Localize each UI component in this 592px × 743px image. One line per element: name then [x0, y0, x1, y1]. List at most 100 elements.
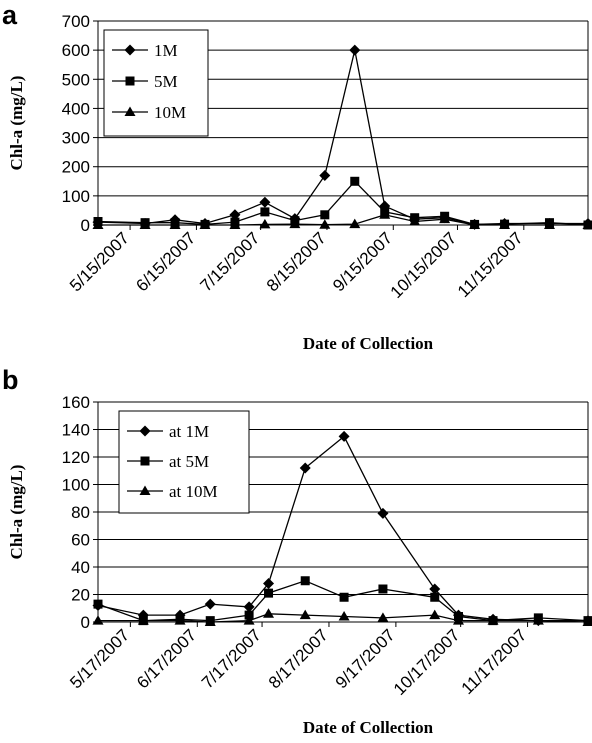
legend-marker	[125, 76, 135, 86]
x-tick-label: 5/15/2007	[66, 228, 133, 295]
data-point	[174, 615, 186, 625]
legend-marker	[124, 106, 136, 116]
legend-marker	[140, 456, 150, 466]
y-tick-label: 200	[62, 158, 90, 177]
data-point	[543, 219, 555, 229]
y-tick-label: 160	[62, 393, 90, 412]
data-point	[243, 601, 255, 613]
data-point	[339, 592, 349, 602]
data-point	[499, 219, 511, 229]
legend-label: 5M	[154, 72, 178, 91]
x-tick-label: 11/17/2007	[458, 625, 531, 698]
x-axis-title: Date of Collection	[303, 718, 434, 737]
legend	[103, 29, 209, 137]
data-point	[263, 578, 275, 589]
data-point	[229, 209, 241, 221]
y-tick-label: 500	[62, 70, 90, 89]
data-point	[319, 169, 331, 181]
data-point	[300, 576, 310, 586]
data-point	[299, 462, 311, 474]
y-tick-label: 60	[71, 531, 90, 550]
data-point	[338, 611, 350, 621]
series-line	[98, 613, 589, 623]
legend-label: at 10M	[169, 482, 218, 501]
data-point	[299, 609, 311, 620]
data-point	[320, 210, 330, 220]
data-point	[137, 615, 149, 625]
x-tick-label: 8/17/2007	[265, 625, 332, 692]
data-point	[532, 615, 544, 625]
data-point	[263, 608, 275, 618]
x-tick-label: 9/17/2007	[332, 625, 399, 692]
y-tick-label: 400	[62, 99, 90, 118]
y-tick-label: 20	[71, 586, 90, 605]
data-point	[430, 592, 440, 602]
y-tick-label: 40	[71, 558, 90, 577]
data-point	[429, 583, 441, 595]
data-point	[439, 213, 451, 224]
data-point	[243, 615, 255, 625]
y-tick-label: 600	[62, 41, 90, 60]
data-point	[349, 218, 361, 229]
y-tick-label: 80	[71, 503, 90, 522]
data-point	[264, 588, 274, 598]
series-line	[97, 580, 589, 622]
data-point	[199, 219, 211, 229]
data-point	[259, 196, 271, 208]
legend-marker	[139, 425, 151, 437]
data-point	[319, 219, 331, 229]
y-axis-title: Chl-a (mg/L)	[7, 465, 26, 560]
panel-letter-a: a	[2, 0, 18, 30]
data-point	[139, 219, 151, 229]
data-point	[350, 176, 360, 186]
x-tick-label: 7/15/2007	[197, 228, 264, 295]
x-tick-label: 6/15/2007	[132, 228, 199, 295]
legend-label: 1M	[154, 41, 178, 60]
legend-marker	[124, 44, 136, 56]
x-tick-label: 6/17/2007	[133, 625, 200, 692]
data-point	[582, 616, 592, 626]
data-point	[204, 598, 216, 610]
x-tick-label: 5/17/2007	[66, 625, 133, 692]
y-tick-label: 300	[62, 129, 90, 148]
legend-label: at 5M	[169, 452, 209, 471]
x-tick-label: 9/15/2007	[329, 228, 396, 295]
y-tick-label: 100	[62, 187, 90, 206]
data-point	[379, 209, 391, 219]
x-tick-label: 10/15/2007	[387, 228, 461, 302]
series-line	[97, 180, 589, 226]
data-point	[377, 507, 389, 519]
chart-b: 0 20 40 60 80 100 120 140 160 5/17/2007 6/17/20077…	[7, 393, 592, 737]
data-point	[429, 609, 441, 620]
data-point	[409, 216, 421, 226]
data-point	[469, 219, 481, 229]
y-tick-label: 100	[62, 476, 90, 495]
x-tick-label: 10/17/2007	[390, 625, 464, 699]
data-point	[229, 219, 241, 229]
series-line	[97, 435, 588, 622]
data-point	[338, 430, 350, 442]
x-axis-title: Date of Collection	[303, 334, 434, 353]
y-tick-label: 140	[62, 421, 90, 440]
series-5M	[93, 176, 592, 230]
data-point	[260, 207, 270, 217]
data-point	[349, 44, 361, 56]
data-point	[259, 218, 271, 229]
data-point	[92, 615, 104, 625]
data-point	[378, 584, 388, 594]
data-point	[169, 219, 181, 229]
data-point	[452, 615, 464, 625]
y-tick-label: 700	[62, 12, 90, 31]
panel-letter-b: b	[2, 365, 19, 395]
data-point	[92, 219, 104, 229]
legend-label: 10M	[154, 103, 186, 122]
data-point	[377, 612, 389, 622]
legend-marker	[139, 485, 151, 495]
data-point	[487, 615, 499, 625]
series-at-10M	[92, 608, 592, 626]
data-point	[93, 599, 103, 609]
chart-a: 0 100 200 300 400 500 600 700 5/15/2007 6/15/2007…	[7, 12, 592, 353]
y-tick-label: 120	[62, 448, 90, 467]
x-tick-label: 7/17/2007	[198, 625, 265, 692]
legend-label: at 1M	[169, 422, 209, 441]
